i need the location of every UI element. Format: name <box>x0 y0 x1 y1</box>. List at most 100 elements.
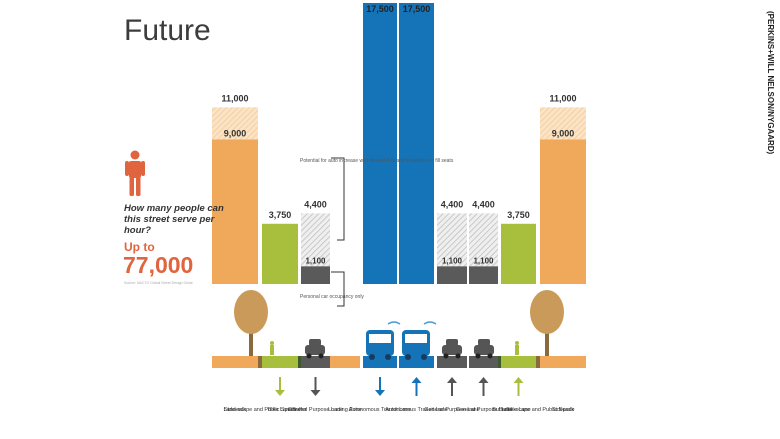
value-label-0: 9,000 <box>224 128 247 138</box>
car-1-body <box>305 345 325 355</box>
potential-bar-8 <box>437 213 467 267</box>
annotation-bracket-top <box>331 157 345 241</box>
street-strip-7 <box>399 356 434 368</box>
annotation-bottom: Personal car occupancy only <box>300 294 364 300</box>
lane-label-6: Autonomous Transit Lane <box>349 407 412 413</box>
up-to-label: Up to <box>124 240 155 254</box>
street-strip-11 <box>501 356 536 368</box>
street-strip-12 <box>536 356 540 368</box>
car-3-body <box>474 345 494 355</box>
bus-2-wheel-l <box>405 354 411 360</box>
lane-label-5: Loading Zone <box>328 407 362 413</box>
bar-2 <box>262 223 298 284</box>
value-label-7: 17,500 <box>403 4 431 14</box>
credit-text: (PERKINS+WILL NELSON/NYGAARD) <box>766 11 775 155</box>
arrow-head-6 <box>375 390 385 396</box>
car-2-body <box>442 345 462 355</box>
bar-7 <box>399 3 434 284</box>
bus-2-signal <box>423 321 437 325</box>
value-label-11: 3,750 <box>507 210 530 220</box>
bus-1-signal <box>387 321 401 325</box>
street-strip-10 <box>498 356 501 368</box>
street-strip-4 <box>301 356 330 368</box>
bus-2-wheel-r <box>421 354 427 360</box>
lane-label-7: Autonomous Transit Lane <box>385 407 448 413</box>
tree-left-trunk <box>249 320 253 356</box>
potential-label-9: 4,400 <box>472 199 495 209</box>
street-strip-3 <box>298 356 301 368</box>
car-2-roof <box>446 339 458 346</box>
photo-credit: (PERKINS+WILL NELSON/NYGAARD) <box>766 11 775 155</box>
value-label-8: 1,100 <box>442 256 463 265</box>
street-strip-0 <box>212 356 258 368</box>
annotation-top: Potential for auto increase with shared … <box>300 158 454 164</box>
value-label-6: 17,500 <box>366 4 394 14</box>
lane-label-4: General Purpose Lane <box>288 407 343 413</box>
lane-label-1: Land-scape and Public Space <box>223 407 296 413</box>
chart-title: Future <box>124 14 211 47</box>
bike-person-left-head <box>270 341 274 345</box>
total-capacity: 77,000 <box>123 252 194 278</box>
value-label-4: 1,100 <box>305 256 326 265</box>
street-strip-13 <box>540 356 586 368</box>
arrow-head-7 <box>411 377 422 383</box>
arrow-head-4 <box>310 390 321 396</box>
value-label-2: 3,750 <box>269 210 292 220</box>
lane-label-13: Sidewalk <box>552 407 574 413</box>
tree-right-trunk <box>545 320 549 356</box>
arrow-head-9 <box>478 377 489 383</box>
potential-bar-4 <box>301 213 330 267</box>
bus-1-wheel-l <box>369 354 375 360</box>
car-2-wheel-l <box>443 353 449 359</box>
question-text: How many people can this street serve pe… <box>124 203 224 236</box>
lane-label-3: Buffer <box>292 407 307 413</box>
car-1-wheel-r <box>318 353 324 359</box>
lane-label-11: Bike Lane <box>506 407 530 413</box>
bar-6 <box>363 3 397 284</box>
tree-right-crown <box>530 290 564 334</box>
tree-left-crown <box>234 290 268 334</box>
potential-bar-0 <box>212 107 258 140</box>
arrow-head-2 <box>275 390 285 396</box>
potential-label-8: 4,400 <box>441 199 464 209</box>
value-label-9: 1,100 <box>473 256 494 265</box>
pedestrian-icon <box>125 150 145 196</box>
bus-2-window <box>405 334 427 343</box>
source-note: Source: NACTO Global Street Design Guide <box>124 281 193 285</box>
value-label-13: 9,000 <box>552 128 575 138</box>
bike-person-right-head <box>515 341 519 345</box>
potential-label-4: 4,400 <box>304 199 327 209</box>
street-strip-5 <box>330 356 360 368</box>
lane-label-8: General Purpose Lane <box>424 407 479 413</box>
car-3-wheel-r <box>487 353 493 359</box>
arrow-head-8 <box>447 377 457 383</box>
bike-person-left-body <box>270 345 274 355</box>
lane-label-10: Buffer <box>492 407 507 413</box>
car-3-wheel-l <box>475 353 481 359</box>
lane-label-9: General Purpose Lane <box>456 407 511 413</box>
arrow-head-11 <box>513 377 524 383</box>
bar-0 <box>212 139 258 284</box>
potential-label-0: 11,000 <box>221 93 248 103</box>
street-strip-6 <box>363 356 397 368</box>
bus-1-window <box>369 334 391 343</box>
car-1-wheel-l <box>306 353 312 359</box>
street-strip-1 <box>258 356 262 368</box>
street-strip-9 <box>469 356 498 368</box>
lane-label-2: Bike Lane <box>268 407 292 413</box>
bar-13 <box>540 139 586 284</box>
bar-4 <box>301 266 330 284</box>
potential-bar-13 <box>540 107 586 140</box>
car-2-wheel-r <box>455 353 461 359</box>
car-1-roof <box>309 339 321 346</box>
bar-8 <box>437 266 467 284</box>
car-3-roof <box>478 339 490 346</box>
bar-11 <box>501 223 536 284</box>
bike-person-right-body <box>515 345 519 355</box>
potential-bar-9 <box>469 213 498 267</box>
bar-9 <box>469 266 498 284</box>
lane-label-12: Land-scape and Public Space <box>501 407 574 413</box>
street-strip-8 <box>437 356 467 368</box>
